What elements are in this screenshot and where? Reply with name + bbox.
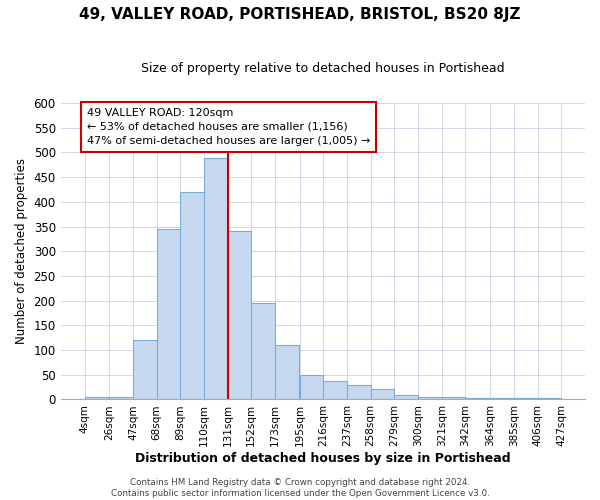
Bar [323,381,347,400]
Bar [133,340,157,400]
Bar [180,192,204,400]
Bar [300,375,323,400]
Bar [371,388,394,400]
X-axis label: Distribution of detached houses by size in Portishead: Distribution of detached houses by size … [135,452,511,465]
Bar [204,158,227,400]
Bar [347,384,371,400]
Text: 49, VALLEY ROAD, PORTISHEAD, BRISTOL, BS20 8JZ: 49, VALLEY ROAD, PORTISHEAD, BRISTOL, BS… [79,8,521,22]
Y-axis label: Number of detached properties: Number of detached properties [15,158,28,344]
Bar [275,345,299,400]
Bar [251,303,275,400]
Bar [109,397,133,400]
Bar [490,398,514,400]
Bar [85,397,108,400]
Bar [227,232,251,400]
Text: 49 VALLEY ROAD: 120sqm
← 53% of detached houses are smaller (1,156)
47% of semi-: 49 VALLEY ROAD: 120sqm ← 53% of detached… [87,108,370,146]
Bar [514,398,538,400]
Bar [157,229,180,400]
Bar [394,394,418,400]
Bar [442,397,466,400]
Bar [418,397,442,400]
Bar [466,398,489,400]
Text: Contains HM Land Registry data © Crown copyright and database right 2024.
Contai: Contains HM Land Registry data © Crown c… [110,478,490,498]
Title: Size of property relative to detached houses in Portishead: Size of property relative to detached ho… [141,62,505,76]
Bar [538,398,561,400]
